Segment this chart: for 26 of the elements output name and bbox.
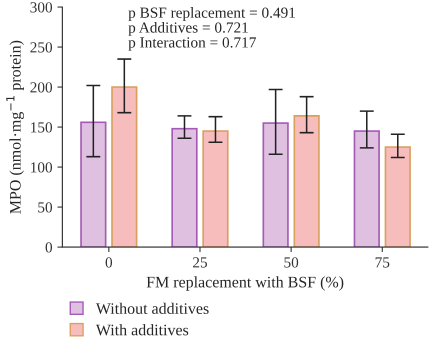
x-tick-label: 0: [106, 257, 112, 268]
bar: [354, 130, 380, 248]
annotation: p Interaction = 0.717: [128, 37, 256, 51]
x-tick-label: 75: [376, 257, 390, 268]
x-tick-label: 50: [284, 257, 298, 268]
y-tick-label: 200: [30, 82, 52, 93]
annotation: p BSF replacement = 0.491: [128, 7, 295, 21]
y-axis-title: MPO (nmol·mg$^{−1}$ protein): [6, 40, 24, 214]
x-tick-label: 25: [193, 257, 208, 268]
bar: [384, 146, 411, 248]
legend-label: With additives: [96, 324, 188, 336]
y-tick-label: 100: [31, 162, 52, 173]
y-tick-label: 300: [30, 2, 52, 13]
annotation: p Additives = 0.721: [128, 22, 248, 36]
y-tick-label: 250: [30, 42, 52, 53]
y-tick-label: 50: [38, 202, 52, 213]
legend-label: Without additives: [96, 302, 209, 314]
bar: [202, 130, 229, 248]
x-axis-title: FM replacement with BSF (%): [146, 276, 344, 291]
y-tick-label: 0: [46, 242, 52, 253]
y-tick-label: 150: [31, 122, 52, 133]
bar: [80, 121, 106, 248]
bar: [111, 86, 138, 248]
bar: [262, 122, 289, 248]
bar: [293, 115, 320, 248]
bar: [171, 128, 198, 248]
